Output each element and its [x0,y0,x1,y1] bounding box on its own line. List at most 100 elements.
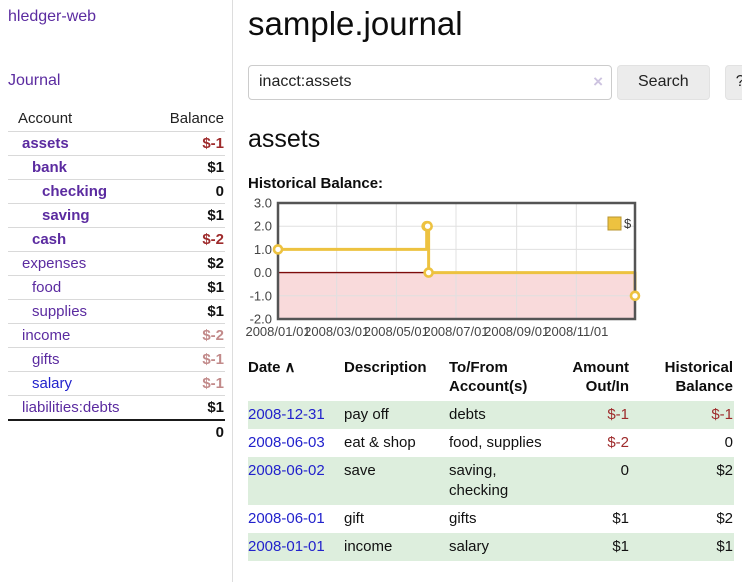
transaction-date-link[interactable]: 2008-12-31 [248,406,325,424]
account-balance: 0 [144,179,225,204]
transaction-balance: $1 [637,533,734,562]
transaction-balance: $2 [637,457,734,506]
transaction-row: 2008-01-01 income salary $1 $1 [248,533,734,562]
legend-label: $ [624,216,632,231]
accounts-table: Account Balance assets $-1 bank $1 checking 0… [8,107,225,444]
account-link[interactable]: income [22,327,71,344]
transaction-amount: $1 [612,510,629,528]
account-balance: $-2 [144,323,225,348]
transaction-date-link[interactable]: 2008-01-01 [248,538,325,556]
account-cell: liabilities:debts [8,395,145,420]
search-input[interactable] [248,64,612,100]
account-link[interactable]: liabilities:debts [22,399,120,416]
data-point-marker [272,243,284,255]
account-cell: saving [8,203,145,228]
account-row: cash $-2 [8,227,225,252]
account-link[interactable]: bank [32,159,68,176]
transaction-amount: $-2 [607,434,629,452]
account-cell: bank [8,155,145,180]
transaction-balance: 0 [724,434,733,452]
x-tick-label: 2008/03/01 [304,324,369,339]
amount-column-header: Amount Out/In [572,358,629,396]
transactions-table-body: 2008-12-31 pay off debts $-1 $-1 2008-06-03 ea… [248,401,734,562]
transaction-date-link[interactable]: 2008-06-02 [248,462,325,480]
transactions-header-row: Date ∧ Description To/From Account(s) Amo… [248,356,734,402]
transaction-date-link[interactable]: 2008-06-01 [248,510,325,528]
account-balance: $1 [144,155,225,180]
account-link[interactable]: gifts [32,351,60,368]
y-tick-label: 2.0 [254,218,272,233]
data-point-marker [629,290,641,301]
transaction-date-link[interactable]: 2008-06-03 [248,434,325,452]
clear-search-icon[interactable]: × [593,71,603,91]
account-link[interactable]: assets [22,135,69,152]
account-row: liabilities:debts $1 [8,395,225,420]
transaction-date-cell: 2008-12-31 [248,401,344,430]
search-form: × Search ? [248,64,742,100]
account-heading: assets [248,124,321,153]
account-cell: supplies [8,299,145,324]
account-balance: $1 [144,395,225,420]
account-cell: cash [8,227,145,252]
accounts-header-account: Account [18,110,73,127]
description-column-header: Description [344,358,427,376]
account-balance: $-2 [144,227,225,252]
account-row: income $-2 [8,323,225,348]
x-tick-label: 2008/09/01 [484,324,549,339]
account-balance: $-1 [144,371,225,396]
accounts-total-row: 0 [8,419,225,444]
account-row: gifts $-1 [8,347,225,372]
account-link[interactable]: checking [42,183,108,200]
account-link[interactable]: food [32,279,62,296]
sidebar: hledger-web Journal Account Balance asse… [0,0,233,582]
transaction-date-cell: 2008-06-02 [248,457,344,506]
y-tick-label: 1.0 [254,241,272,256]
balance-chart-svg: $3.0 2.0 1.0 0.0 -1.0 -2.02008/01/012008/03/0… [245,195,641,339]
app-title-link[interactable]: hledger-web [8,8,97,25]
transaction-description: gift [344,510,365,528]
account-cell: income [8,323,145,348]
sidebar-item-journal[interactable]: Journal [8,72,61,89]
transaction-description: eat & shop [344,434,416,452]
account-balance: $2 [144,251,225,276]
account-balance: $1 [144,299,225,324]
account-row: saving $1 [8,203,225,228]
transaction-amount: $-1 [565,401,637,430]
main-content: sample.journal × Search ? assets Histori… [233,0,742,582]
account-link[interactable]: supplies [32,303,88,320]
search-button[interactable]: Search [617,64,710,100]
transaction-date-cell: 2008-06-03 [248,429,344,457]
transaction-row: 2008-12-31 pay off debts $-1 $-1 [248,401,734,430]
accounts-total-value: 0 [144,419,225,444]
transaction-row: 2008-06-01 gift gifts $1 $2 [248,505,734,533]
transaction-amount: 0 [565,457,637,506]
balance-column-header: Historical Balance [664,358,733,396]
legend-swatch [607,216,622,231]
date-column-header[interactable]: Date ∧ [248,358,296,376]
account-row: expenses $2 [8,251,225,276]
x-tick-label: 2008/01/01 [245,324,310,339]
account-balance: $1 [144,203,225,228]
account-row: assets $-1 [8,131,225,156]
transaction-date-cell: 2008-01-01 [248,533,344,562]
account-link[interactable]: cash [32,231,67,248]
help-button[interactable]: ? [724,64,742,100]
account-row: checking 0 [8,179,225,204]
chart-title: Historical Balance: [248,174,384,192]
transaction-balance: $-1 [637,401,734,430]
account-cell: checking [8,179,145,204]
account-link[interactable]: expenses [22,255,87,272]
x-tick-label: 2008/07/01 [423,324,488,339]
transaction-accounts: debts [449,401,565,430]
transaction-balance: $2 [716,510,733,528]
account-cell: food [8,275,145,300]
transaction-row: 2008-06-03 eat & shop food, supplies $-2 0 [248,429,734,457]
account-row: salary $-1 [8,371,225,396]
accounts-column-header: To/From Account(s) [449,358,528,396]
transaction-accounts: saving, checking [449,457,565,506]
x-tick-label: 2008/11/01 [544,324,608,339]
account-link[interactable]: saving [42,207,90,224]
account-row: food $1 [8,275,225,300]
account-link[interactable]: salary [32,375,73,392]
